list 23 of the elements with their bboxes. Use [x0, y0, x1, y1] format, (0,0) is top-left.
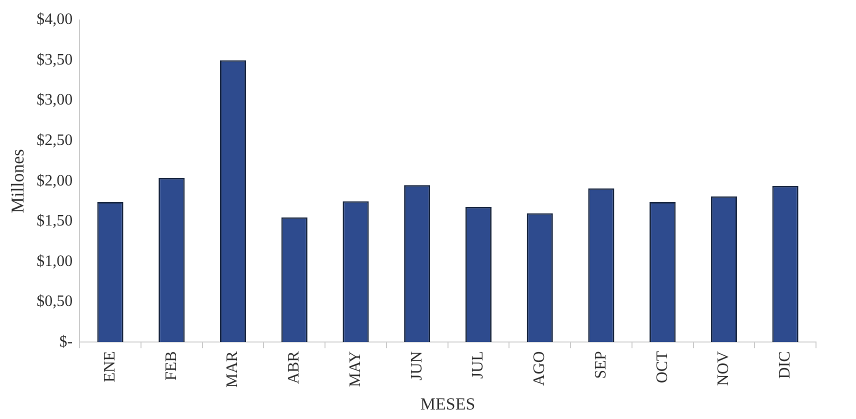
- y-tick-label: $2,00: [36, 172, 73, 190]
- y-axis-title: Millones: [8, 149, 28, 214]
- x-tick-label: JUL: [470, 351, 487, 379]
- x-axis-title: MESES: [420, 394, 476, 414]
- x-tick-label: OCT: [654, 350, 671, 384]
- x-tick-label: JUN: [408, 350, 426, 380]
- x-tick-label: MAY: [346, 350, 364, 388]
- y-tick-label: $3,50: [36, 51, 73, 68]
- x-tick-label: ENE: [101, 351, 118, 382]
- x-tick-label: ABR: [286, 350, 303, 384]
- x-tick-label: FEB: [162, 351, 180, 380]
- y-tick-label: $3,00: [36, 92, 73, 109]
- x-tick-label: MAR: [224, 350, 242, 388]
- y-tick-label: $-: [59, 333, 73, 350]
- x-tick-label: AGO: [531, 351, 548, 386]
- x-tick-label: NOV: [715, 350, 732, 386]
- y-tick-label: $2,50: [36, 132, 73, 150]
- x-tick-label: SEP: [592, 351, 610, 379]
- y-tick-label: $4,00: [36, 11, 73, 28]
- x-tick-label: DIC: [776, 351, 794, 379]
- y-tick-label: $0,50: [36, 293, 73, 310]
- y-tick-label: $1,00: [36, 252, 73, 270]
- y-tick-label: $1,50: [36, 212, 73, 230]
